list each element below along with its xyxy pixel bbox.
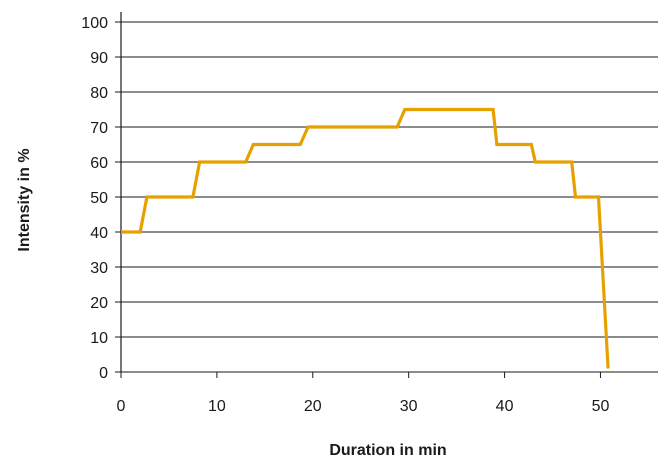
y-tick-label-100: 100 [81, 15, 108, 32]
axes [115, 12, 601, 378]
x-tick-label-20: 20 [304, 398, 322, 415]
x-tick-label-10: 10 [208, 398, 226, 415]
y-axis-title: Intensity in % [16, 148, 33, 251]
x-tick-labels: 0 10 20 30 40 50 [117, 398, 610, 415]
y-tick-label-80: 80 [90, 85, 108, 102]
y-tick-label-0: 0 [99, 365, 108, 382]
series-layer [121, 107, 610, 369]
y-tick-label-40: 40 [90, 225, 108, 242]
y-tick-label-90: 90 [90, 50, 108, 67]
y-tick-label-60: 60 [90, 155, 108, 172]
x-tick-label-0: 0 [117, 398, 126, 415]
y-tick-label-10: 10 [90, 330, 108, 347]
y-tick-label-50: 50 [90, 190, 108, 207]
y-tick-label-70: 70 [90, 120, 108, 137]
y-tick-label-20: 20 [90, 295, 108, 312]
x-tick-label-40: 40 [496, 398, 514, 415]
y-tick-label-30: 30 [90, 260, 108, 277]
series-line-0 [121, 107, 610, 369]
x-tick-label-30: 30 [400, 398, 418, 415]
x-tick-label-50: 50 [592, 398, 610, 415]
y-tick-labels: 0 10 20 30 40 50 60 70 80 90 100 [81, 15, 108, 382]
x-axis-title: Duration in min [329, 442, 446, 459]
